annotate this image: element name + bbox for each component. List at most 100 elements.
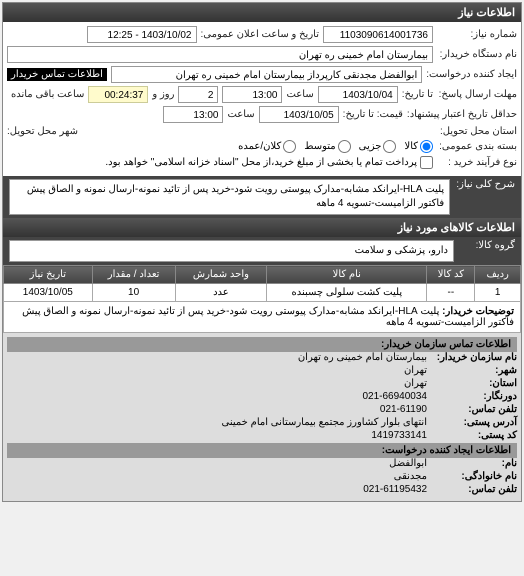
contact-header: اطلاعات تماس سازمان خریدار: [7,337,517,352]
cell-date: 1403/10/05 [4,284,93,302]
radio-partial-label: جزیی [359,141,382,152]
radio-all-input[interactable] [420,140,433,153]
time-label-2: ساعت [227,109,254,120]
cphone-l: تلفن تماس: [427,484,517,495]
addr: انتهای بلوار کشاورز مجتمع بیمارستانی اما… [222,417,427,428]
contact-block: اطلاعات تماس سازمان خریدار: نام سازمان خ… [3,333,521,501]
row-validity: حداقل تاریخ اعتبار پیشنهاد: قیمت: تا تار… [7,106,517,123]
validity-prefix: قیمت: تا تاریخ: [343,109,403,120]
radio-urgent-input[interactable] [283,140,296,153]
announce-label: تاریخ و ساعت اعلان عمومی: [201,29,320,40]
table-header-row: ردیف کد کالا نام کالا واحد شمارش تعداد /… [4,266,521,284]
validity-date-field: 1403/10/05 [259,106,339,123]
row-process: نوع فرآیند خرید : پرداخت تمام یا بخشی از… [7,156,517,169]
validity-label: حداقل تاریخ اعتبار پیشنهاد: [407,109,517,120]
ln-row: نام خانوادگی:مجدنقی [7,471,517,482]
zip-row: کد پستی:1419733141 [7,430,517,441]
radio-partial-input[interactable] [383,140,396,153]
city: تهران [404,365,427,376]
deadline-label: مهلت ارسال پاسخ: [437,89,517,100]
cphone: 021-61195432 [363,484,427,495]
radio-med-label: متوسط [304,141,335,152]
announce-field: 1403/10/02 - 12:25 [87,26,197,43]
prov-l: استان: [427,378,517,389]
phone-row: تلفن تماس:021-61190 [7,404,517,415]
buyer-org-label: نام دستگاه خریدار: [437,49,517,60]
days-label: روز و [152,89,174,100]
table-row: 1 -- پلیت کشت سلولی چسبنده عدد 10 1403/1… [4,284,521,302]
goods-table: ردیف کد کالا نام کالا واحد شمارش تعداد /… [3,265,521,333]
phone-l: تلفن تماس: [427,404,517,415]
radio-urgent[interactable]: کلان/عمده [238,140,296,153]
delivery-city-label: شهر محل تحویل: [7,126,78,137]
fn-l: نام: [427,458,517,469]
desc-label: شرح کلی نیاز: [456,179,515,190]
row-pkg: بسته بندی عمومی: کالا جزیی متوسط کلان/عم… [7,140,517,153]
row-delivery: استان محل تحویل: شهر محل تحویل: [7,126,517,137]
deadline-date-field: 1403/10/04 [318,86,398,103]
process-label: نوع فرآیند خرید : [437,157,517,168]
row-deadline: مهلت ارسال پاسخ: تا تاریخ: 1403/10/04 سا… [7,86,517,103]
radio-partial[interactable]: جزیی [359,140,397,153]
phone: 021-61190 [380,404,427,415]
row-need-no: شماره نیاز: 1103090614001736 تاریخ و ساع… [7,26,517,43]
addr-l: آدرس پستی: [427,417,517,428]
pay-note: پرداخت تمام یا بخشی از مبلغ خرید،از محل … [105,157,417,168]
days-left-field: 2 [178,86,218,103]
need-no-label: شماره نیاز: [437,29,517,40]
pkg-radio-group: کالا جزیی متوسط کلان/عمده [238,140,433,153]
th-unit: واحد شمارش [175,266,267,284]
cell-code: -- [427,284,475,302]
pkg-label: بسته بندی عمومی: [437,141,517,152]
notes-cell: توضیحات خریدار: پلیت HLA-ایرانکد مشابه-م… [4,302,521,333]
requester-label: ایجاد کننده درخواست: [426,69,517,80]
radio-all-label: کالا [404,141,418,152]
pay-check[interactable]: پرداخت تمام یا بخشی از مبلغ خرید،از محل … [105,156,433,169]
ln: مجدنقی [394,471,427,482]
pay-check-input[interactable] [420,156,433,169]
th-name: نام کالا [267,266,427,284]
zip: 1419733141 [371,430,427,441]
panel-title: اطلاعات نیاز [3,3,521,22]
cell-qty: 10 [92,284,175,302]
org-name: بیمارستان امام خمینی ره تهران [298,352,427,363]
city-row: شهر:تهران [7,365,517,376]
requester-field: ابوالفضل مجدنقی کارپرداز بیمارستان امام … [111,66,422,83]
validity-time-field: 13:00 [163,106,223,123]
group-label: گروه کالا: [460,240,515,251]
creator-header: اطلاعات ایجاد کننده درخواست: [7,443,517,458]
deadline-time-field: 13:00 [222,86,282,103]
dorn: 021-66940034 [362,391,427,402]
desc-row: شرح کلی نیاز: پلیت HLA-ایرانکد مشابه-مدا… [3,176,521,218]
city-l: شهر: [427,365,517,376]
row-requester: ایجاد کننده درخواست: ابوالفضل مجدنقی کار… [7,66,517,83]
radio-med[interactable]: متوسط [304,140,350,153]
goods-header: اطلاعات کالاهای مورد نیاز [3,218,521,237]
cphone-row: تلفن تماس:021-61195432 [7,484,517,495]
row-buyer-org: نام دستگاه خریدار: بیمارستان امام خمینی … [7,46,517,63]
radio-all[interactable]: کالا [404,140,433,153]
notes-text: پلیت HLA-ایرانکد مشابه-مدارک پیوستی رویت… [22,306,514,328]
delivery-loc-label: استان محل تحویل: [437,126,517,137]
cell-name: پلیت کشت سلولی چسبنده [267,284,427,302]
ln-l: نام خانوادگی: [427,471,517,482]
radio-med-input[interactable] [338,140,351,153]
cell-unit: عدد [175,284,267,302]
org-name-row: نام سازمان خریدار:بیمارستان امام خمینی ر… [7,352,517,363]
group-field: دارو، پزشکی و سلامت [9,240,454,262]
th-row: ردیف [475,266,521,284]
need-no-field: 1103090614001736 [323,26,433,43]
buyer-contact-link[interactable]: اطلاعات تماس خریدار [7,68,107,81]
need-info-panel: اطلاعات نیاز شماره نیاز: 110309061400173… [2,2,522,502]
prov-row: استان:تهران [7,378,517,389]
cell-row: 1 [475,284,521,302]
deadline-prefix: تا تاریخ: [402,89,433,100]
panel-content: شماره نیاز: 1103090614001736 تاریخ و ساع… [3,22,521,176]
prov: تهران [404,378,427,389]
radio-urgent-label: کلان/عمده [238,141,281,152]
buyer-org-field: بیمارستان امام خمینی ره تهران [7,46,433,63]
th-qty: تعداد / مقدار [92,266,175,284]
dorn-row: دورنگار:021-66940034 [7,391,517,402]
fn-row: نام:ابوالفضل [7,458,517,469]
countdown-field: 00:24:37 [88,86,148,103]
